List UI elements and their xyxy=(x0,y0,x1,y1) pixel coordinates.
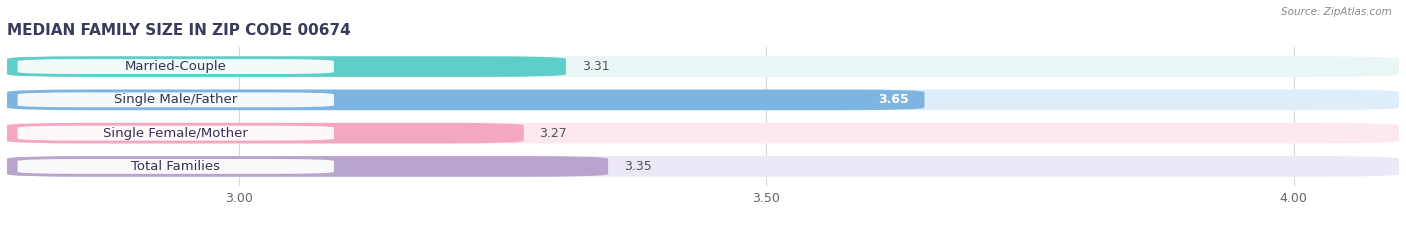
FancyBboxPatch shape xyxy=(7,156,1399,177)
Text: Single Female/Mother: Single Female/Mother xyxy=(103,127,249,140)
Text: 3.27: 3.27 xyxy=(540,127,567,140)
Text: Total Families: Total Families xyxy=(131,160,221,173)
FancyBboxPatch shape xyxy=(17,159,333,174)
FancyBboxPatch shape xyxy=(17,93,333,107)
FancyBboxPatch shape xyxy=(7,123,524,144)
Text: 3.65: 3.65 xyxy=(877,93,908,106)
FancyBboxPatch shape xyxy=(7,89,1399,110)
Text: Single Male/Father: Single Male/Father xyxy=(114,93,238,106)
Text: 3.35: 3.35 xyxy=(624,160,651,173)
FancyBboxPatch shape xyxy=(7,123,1399,144)
FancyBboxPatch shape xyxy=(7,89,925,110)
FancyBboxPatch shape xyxy=(7,56,1399,77)
Text: Married-Couple: Married-Couple xyxy=(125,60,226,73)
FancyBboxPatch shape xyxy=(7,56,567,77)
FancyBboxPatch shape xyxy=(7,156,609,177)
Text: MEDIAN FAMILY SIZE IN ZIP CODE 00674: MEDIAN FAMILY SIZE IN ZIP CODE 00674 xyxy=(7,24,350,38)
FancyBboxPatch shape xyxy=(17,59,333,74)
Text: Source: ZipAtlas.com: Source: ZipAtlas.com xyxy=(1281,7,1392,17)
FancyBboxPatch shape xyxy=(17,126,333,140)
Text: 3.31: 3.31 xyxy=(582,60,609,73)
